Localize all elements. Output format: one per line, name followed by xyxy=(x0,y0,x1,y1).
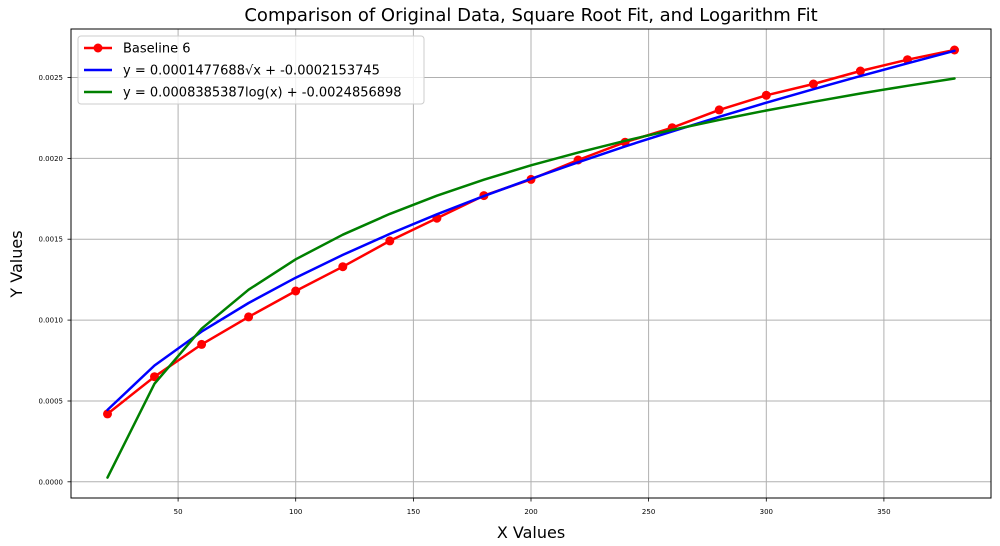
data-point xyxy=(103,409,112,419)
y-tick-label: 0.0020 xyxy=(39,155,64,163)
data-point xyxy=(244,312,254,322)
series-2 xyxy=(106,49,956,412)
series-3 xyxy=(106,77,956,479)
y-tick-label: 0.0005 xyxy=(39,398,64,406)
data-point xyxy=(855,66,865,76)
y-tick-label: 0.0010 xyxy=(39,317,64,325)
legend-label: Baseline 6 xyxy=(123,42,191,57)
data-point xyxy=(761,90,771,100)
x-tick-label: 100 xyxy=(289,508,302,516)
data-point xyxy=(714,105,724,115)
legend-item: y = 0.0008385387log(x) + -0.0024856898 xyxy=(84,86,402,101)
x-tick-label: 200 xyxy=(524,508,537,516)
y-tick-label: 0.0025 xyxy=(39,74,64,82)
series-group xyxy=(103,45,959,479)
legend-label: y = 0.0008385387log(x) + -0.0024856898 xyxy=(123,86,402,101)
data-point xyxy=(338,262,348,272)
x-axis-label: X Values xyxy=(497,523,565,542)
y-tick-label: 0.0000 xyxy=(39,478,64,486)
legend-label: y = 0.0001477688√x + -0.0002153745 xyxy=(123,64,380,79)
grid xyxy=(71,29,991,498)
data-point xyxy=(197,339,207,349)
x-tick-label: 150 xyxy=(407,508,420,516)
x-tick-label: 350 xyxy=(877,508,890,516)
series-line xyxy=(106,49,956,412)
data-point xyxy=(385,236,395,246)
series-line xyxy=(106,77,956,479)
legend: Baseline 6 y = 0.0001477688√x + -0.000215… xyxy=(77,35,425,105)
legend-box xyxy=(77,35,425,105)
data-point xyxy=(291,286,301,296)
legend-item: Baseline 6 xyxy=(84,42,191,57)
data-point xyxy=(150,372,159,382)
chart-title: Comparison of Original Data, Square Root… xyxy=(244,5,817,26)
ticks: 50 100 150 200 250 300 350 0.0000 0.0005 0.0010 0.… xyxy=(39,74,891,516)
x-tick-label: 250 xyxy=(642,508,655,516)
legend-marker xyxy=(93,43,103,53)
legend-item: y = 0.0001477688√x + -0.0002153745 xyxy=(84,64,380,79)
y-axis-label: Y Values xyxy=(7,230,26,298)
data-point xyxy=(808,79,818,89)
x-tick-label: 50 xyxy=(174,508,183,516)
y-tick-label: 0.0015 xyxy=(39,236,64,244)
x-tick-label: 300 xyxy=(760,508,773,516)
